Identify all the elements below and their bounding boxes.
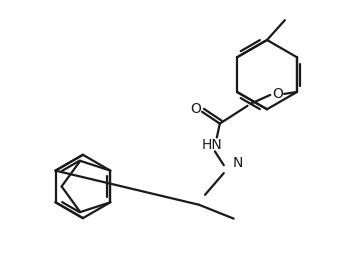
Text: O: O [191, 102, 202, 116]
Text: N: N [233, 156, 243, 170]
Text: O: O [272, 87, 283, 101]
Text: HN: HN [202, 138, 222, 152]
